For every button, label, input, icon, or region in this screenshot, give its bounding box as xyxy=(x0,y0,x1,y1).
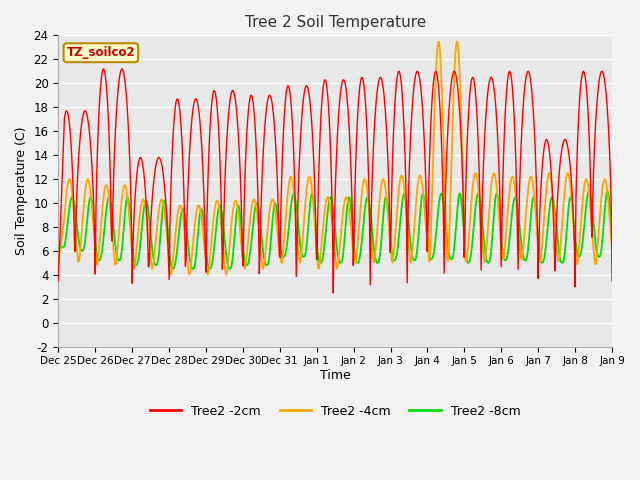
Text: TZ_soilco2: TZ_soilco2 xyxy=(67,46,135,59)
Y-axis label: Soil Temperature (C): Soil Temperature (C) xyxy=(15,127,28,255)
X-axis label: Time: Time xyxy=(320,369,351,382)
Legend: Tree2 -2cm, Tree2 -4cm, Tree2 -8cm: Tree2 -2cm, Tree2 -4cm, Tree2 -8cm xyxy=(145,400,525,423)
Title: Tree 2 Soil Temperature: Tree 2 Soil Temperature xyxy=(244,15,426,30)
